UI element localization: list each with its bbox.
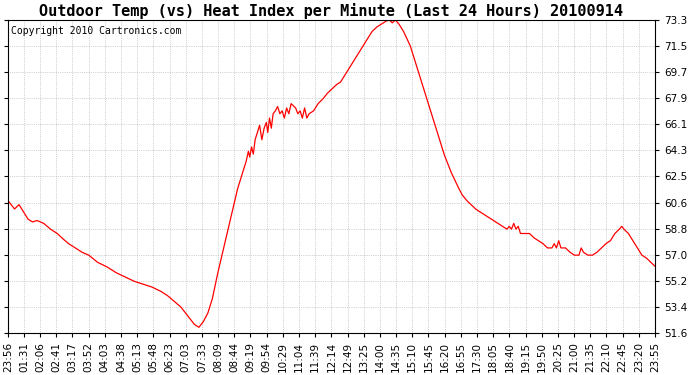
Title: Outdoor Temp (vs) Heat Index per Minute (Last 24 Hours) 20100914: Outdoor Temp (vs) Heat Index per Minute … (39, 3, 623, 19)
Text: Copyright 2010 Cartronics.com: Copyright 2010 Cartronics.com (11, 26, 181, 36)
